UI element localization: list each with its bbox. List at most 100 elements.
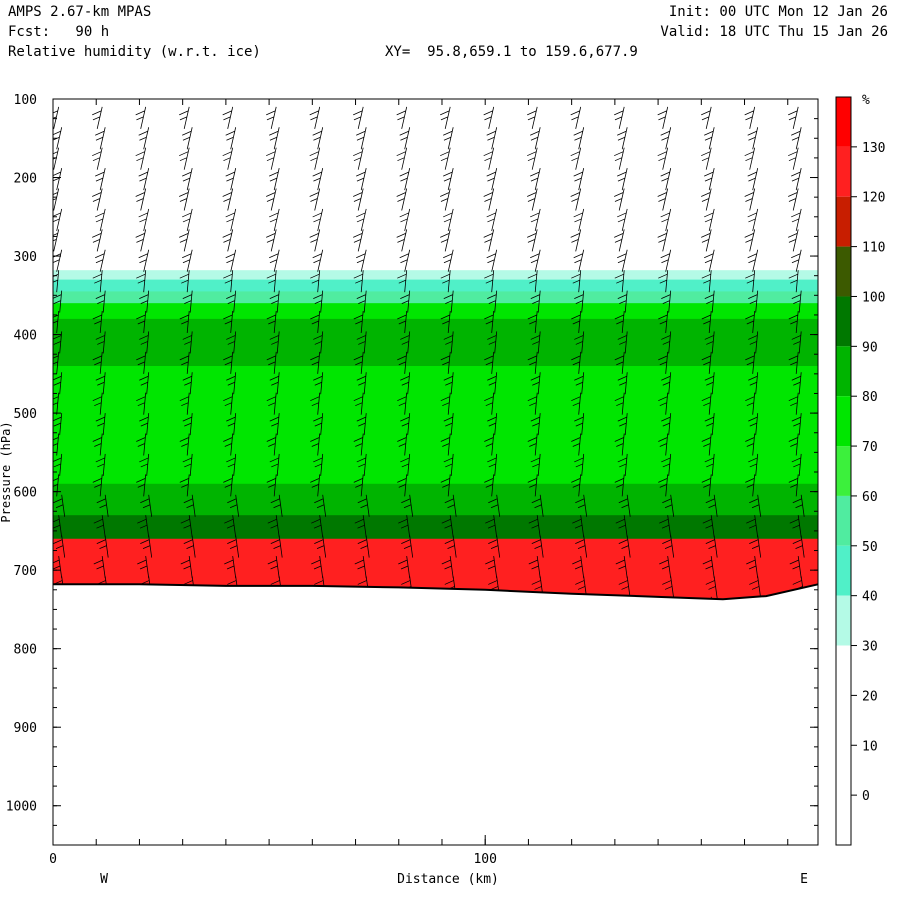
wind-barb [789,596,802,600]
wind-barb [744,106,756,129]
wind-barb [574,290,585,313]
wind-barb [530,168,541,191]
wind-barb [313,453,324,476]
colorbar-label-50: 50 [862,540,878,555]
wind-barb [356,331,367,354]
wind-barb [310,270,321,293]
xy-range: XY= 95.8,659.1 to 159.6,677.9 [385,44,638,60]
wind-barb [788,433,799,456]
wind-barb [139,372,150,395]
wind-barb [179,433,190,456]
wind-barb [136,474,147,497]
wind-barb [617,249,628,272]
rh-band-5 [53,318,818,367]
wind-barb [618,535,631,558]
wind-barb [788,188,799,211]
wind-barb [484,351,495,374]
wind-barb [574,372,585,395]
wind-barb [614,351,625,374]
wind-barb [357,494,370,517]
wind-barb [440,106,451,129]
wind-barb [353,188,364,211]
colorbar-frame [835,96,852,846]
wind-barb [744,188,756,211]
wind-barb [312,249,324,272]
wind-barb [353,433,364,456]
wind-barb [92,188,103,211]
wind-barb [792,535,805,558]
wind-barb [179,188,190,211]
wind-barb [614,270,625,293]
wind-barb [701,147,712,170]
wind-barb [182,208,193,232]
wind-barb [266,270,277,293]
wind-barb [443,168,454,191]
wind-barb [789,515,802,538]
colorbar-swatch-60 [836,446,851,496]
wind-barb [572,555,585,579]
colorbar-swatch-70 [836,396,851,447]
wind-barb [225,127,237,150]
wind-barb [746,555,759,579]
wind-barb [182,331,193,354]
wind-barb [486,249,498,272]
wind-barb [138,127,150,150]
wind-barb [53,453,63,476]
wind-barb [136,270,147,293]
wind-barb [313,413,324,436]
wind-barb [788,147,799,170]
wind-barb [398,596,411,600]
wind-barb [614,392,625,415]
wind-barb [749,494,762,517]
wind-barb [396,188,408,211]
colorbar-swatch-110 [836,196,851,247]
wind-barb [227,494,240,517]
wind-barb [484,433,495,456]
colorbar-swatch-50 [836,495,851,546]
x-axis: 0 100 [49,99,789,867]
wind-barb [183,494,196,517]
wind-barb [527,474,538,497]
wind-barb [658,270,669,293]
wind-barb [312,208,324,232]
wind-barb [570,188,582,211]
wind-barb [223,433,234,456]
wind-barb [791,249,802,272]
wind-barb [661,372,672,395]
wind-barb [311,596,324,600]
wind-barb [746,596,759,600]
wind-barb [309,147,321,170]
wind-barb [440,147,451,170]
wind-barb [356,372,367,395]
colorbar-swatch-120 [836,146,851,197]
wind-barb [791,208,802,232]
wind-barb [180,515,193,538]
wind-barb [745,474,756,497]
wind-barb [788,351,799,374]
wind-barb [53,290,63,313]
wind-barb [657,188,669,211]
wind-barb [618,494,631,517]
wind-barb [136,392,147,415]
wind-barb [527,229,538,252]
wind-barb [225,168,237,191]
colorbar-label-120: 120 [862,191,885,206]
terrain-line [53,583,819,601]
wind-barb [748,453,759,476]
wind-barb [618,576,631,599]
wind-barb [182,168,193,191]
wind-barb [400,290,411,313]
wind-barb [397,474,408,497]
wind-barb [614,474,625,497]
wind-barb [704,453,715,476]
y-tick-label-500: 500 [14,407,37,422]
wind-barb [617,413,628,436]
wind-barb [788,270,799,293]
wind-barb [310,351,321,374]
wind-barb [53,515,63,538]
wind-barb [440,351,451,374]
colorbar-swatch-130 [836,97,851,147]
wind-barb [309,106,321,129]
wind-barb [704,208,715,232]
